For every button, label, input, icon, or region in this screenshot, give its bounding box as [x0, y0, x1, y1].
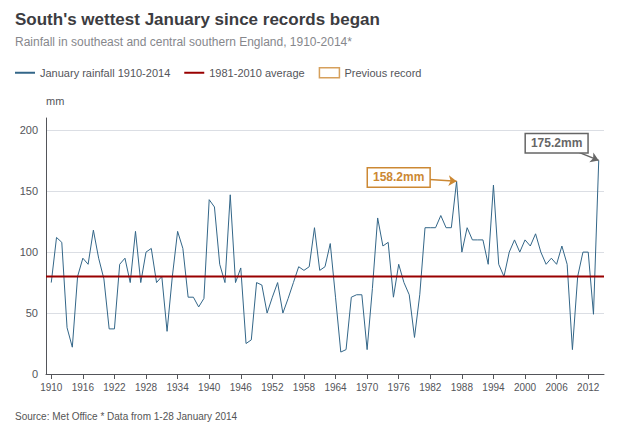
svg-text:1922: 1922: [103, 382, 126, 393]
svg-text:January rainfall 1910-2014: January rainfall 1910-2014: [40, 67, 170, 79]
svg-text:1988: 1988: [451, 382, 474, 393]
svg-text:100: 100: [20, 246, 38, 258]
svg-text:1994: 1994: [482, 382, 505, 393]
svg-text:1928: 1928: [135, 382, 158, 393]
svg-text:South's wettest January since: South's wettest January since records be…: [15, 10, 380, 29]
svg-text:1940: 1940: [198, 382, 221, 393]
svg-text:0: 0: [32, 368, 38, 380]
svg-text:1964: 1964: [324, 382, 347, 393]
svg-text:2006: 2006: [545, 382, 568, 393]
svg-text:175.2mm: 175.2mm: [531, 136, 582, 150]
svg-text:1976: 1976: [388, 382, 411, 393]
svg-text:150: 150: [20, 185, 38, 197]
svg-text:mm: mm: [46, 95, 64, 107]
svg-text:Rainfall in southeast and cent: Rainfall in southeast and central southe…: [15, 35, 352, 49]
svg-text:50: 50: [26, 307, 38, 319]
svg-text:1946: 1946: [230, 382, 253, 393]
svg-text:1970: 1970: [356, 382, 379, 393]
svg-text:2012: 2012: [577, 382, 600, 393]
svg-text:1982: 1982: [419, 382, 442, 393]
svg-text:1910: 1910: [40, 382, 63, 393]
svg-text:Previous record: Previous record: [344, 67, 421, 79]
svg-text:2000: 2000: [514, 382, 537, 393]
svg-text:200: 200: [20, 124, 38, 136]
svg-text:1916: 1916: [72, 382, 95, 393]
svg-text:1958: 1958: [293, 382, 316, 393]
svg-text:158.2mm: 158.2mm: [373, 170, 424, 184]
svg-text:1952: 1952: [261, 382, 284, 393]
svg-text:1981-2010 average: 1981-2010 average: [209, 67, 304, 79]
svg-text:1934: 1934: [166, 382, 189, 393]
svg-text:Source: Met Office * Data from: Source: Met Office * Data from 1-28 Janu…: [15, 411, 238, 422]
